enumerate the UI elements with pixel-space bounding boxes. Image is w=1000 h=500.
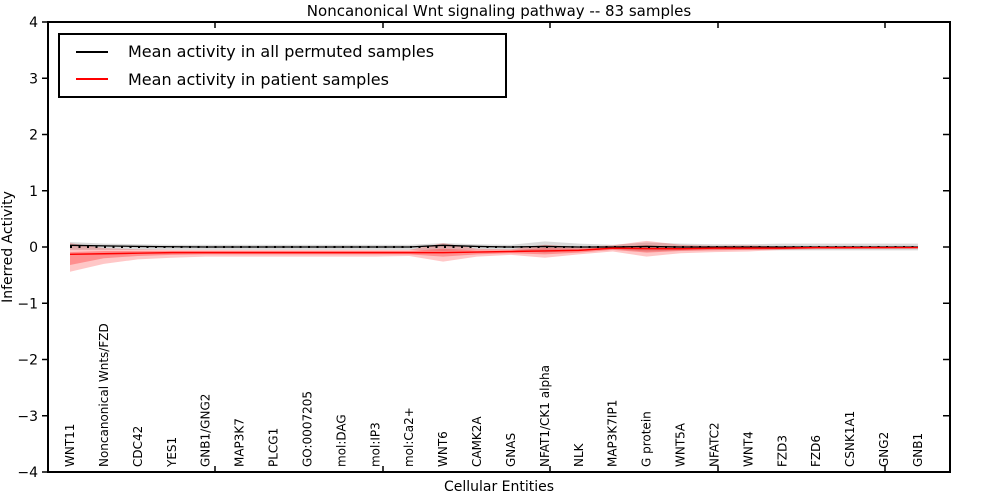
legend-label-patient: Mean activity in patient samples [128,69,389,89]
x-category-label: GNB1/GNG2 [199,394,213,467]
y-tick-label: −4 [17,465,38,481]
x-category-label: NLK [572,442,586,467]
x-category-label: GNAS [504,433,518,467]
x-category-label: G protein [640,411,654,467]
legend-label-permuted: Mean activity in all permuted samples [128,42,435,62]
y-tick-label: −2 [17,353,38,369]
chart-title: Noncanonical Wnt signaling pathway -- 83… [306,2,692,20]
y-tick-label: −3 [17,409,38,425]
x-category-label: WNT5A [674,422,688,467]
x-category-label: CDC42 [131,426,145,467]
legend-line-sample-black [76,50,108,53]
x-category-label: WNT6 [436,431,450,467]
y-axis-label: Inferred Activity [0,191,16,303]
legend-item-permuted: Mean activity in all permuted samples [60,38,505,66]
x-category-label: GNG2 [877,432,891,467]
series-line-permuted [69,244,918,248]
legend: Mean activity in all permuted samples Me… [58,33,507,98]
x-category-label: YES1 [165,437,179,468]
x-category-label: Noncanonical Wnts/FZD [97,323,111,467]
x-category-label: FZD6 [809,435,823,467]
x-category-label: WNT11 [63,424,77,467]
legend-item-patient: Mean activity in patient samples [60,66,505,94]
x-category-label: MAP3K7 [233,418,247,467]
x-category-label: WNT4 [741,431,755,467]
x-category-label: MAP3K7IP1 [606,400,620,467]
y-tick-label: −1 [17,296,38,312]
y-tick-label: 4 [29,15,38,31]
series-line-patient [69,246,918,256]
y-tick-label: 1 [29,184,38,200]
x-category-label: PLCG1 [267,428,281,467]
y-tick-label: 0 [29,240,38,256]
x-category-label: CSNK1A1 [843,411,857,467]
confidence-band-patient-inner [70,245,918,265]
x-category-label: mol:DAG [334,414,348,467]
legend-line-sample-red [76,78,108,81]
x-category-label: FZD3 [775,435,789,467]
x-category-label: CAMK2A [470,416,484,467]
x-category-label: NFAT1/CK1 alpha [538,365,552,467]
y-tick-label: 2 [29,128,38,144]
y-tick-label: 3 [29,71,38,87]
x-category-label: GNB1 [911,433,925,467]
x-category-label: mol:Ca2+ [402,407,416,467]
x-axis-label: Cellular Entities [443,479,555,495]
x-category-label: NFATC2 [707,422,721,467]
x-category-label: GO:0007205 [300,391,314,467]
x-category-label: mol:IP3 [368,422,382,467]
